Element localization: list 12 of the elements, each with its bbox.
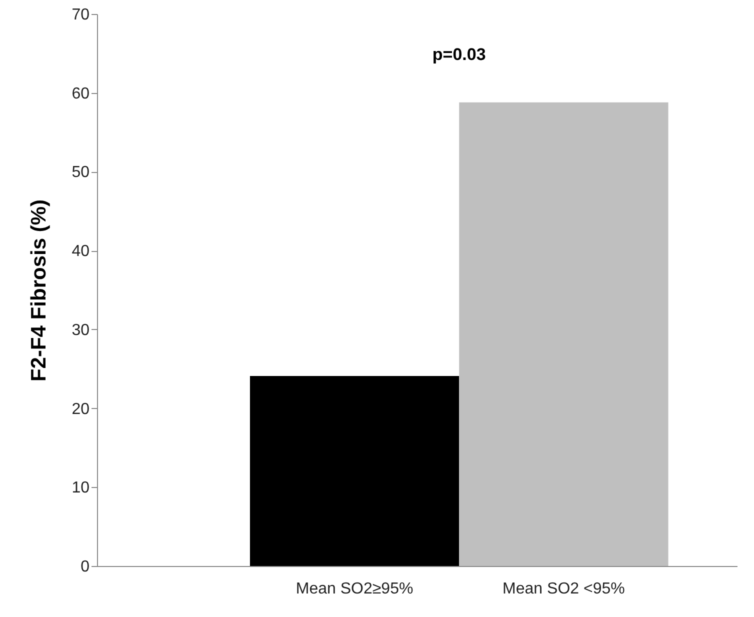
y-tick-label: 50 — [72, 164, 90, 182]
annotation: p=0.03 — [432, 45, 486, 64]
y-tick-label: 40 — [72, 243, 90, 260]
y-tick-label: 70 — [72, 6, 90, 24]
y-axis-title: F2-F4 Fibrosis (%) — [28, 199, 51, 382]
y-tick-label: 0 — [80, 558, 90, 576]
y-tick-label: 60 — [72, 85, 90, 102]
y-tick-label: 30 — [72, 322, 90, 339]
x-tick-label: Mean SO2 <95% — [502, 580, 625, 598]
y-tick-label: 10 — [72, 480, 90, 497]
y-tick-label: 20 — [72, 400, 90, 418]
x-tick-label: Mean SO2≥95% — [296, 580, 414, 598]
